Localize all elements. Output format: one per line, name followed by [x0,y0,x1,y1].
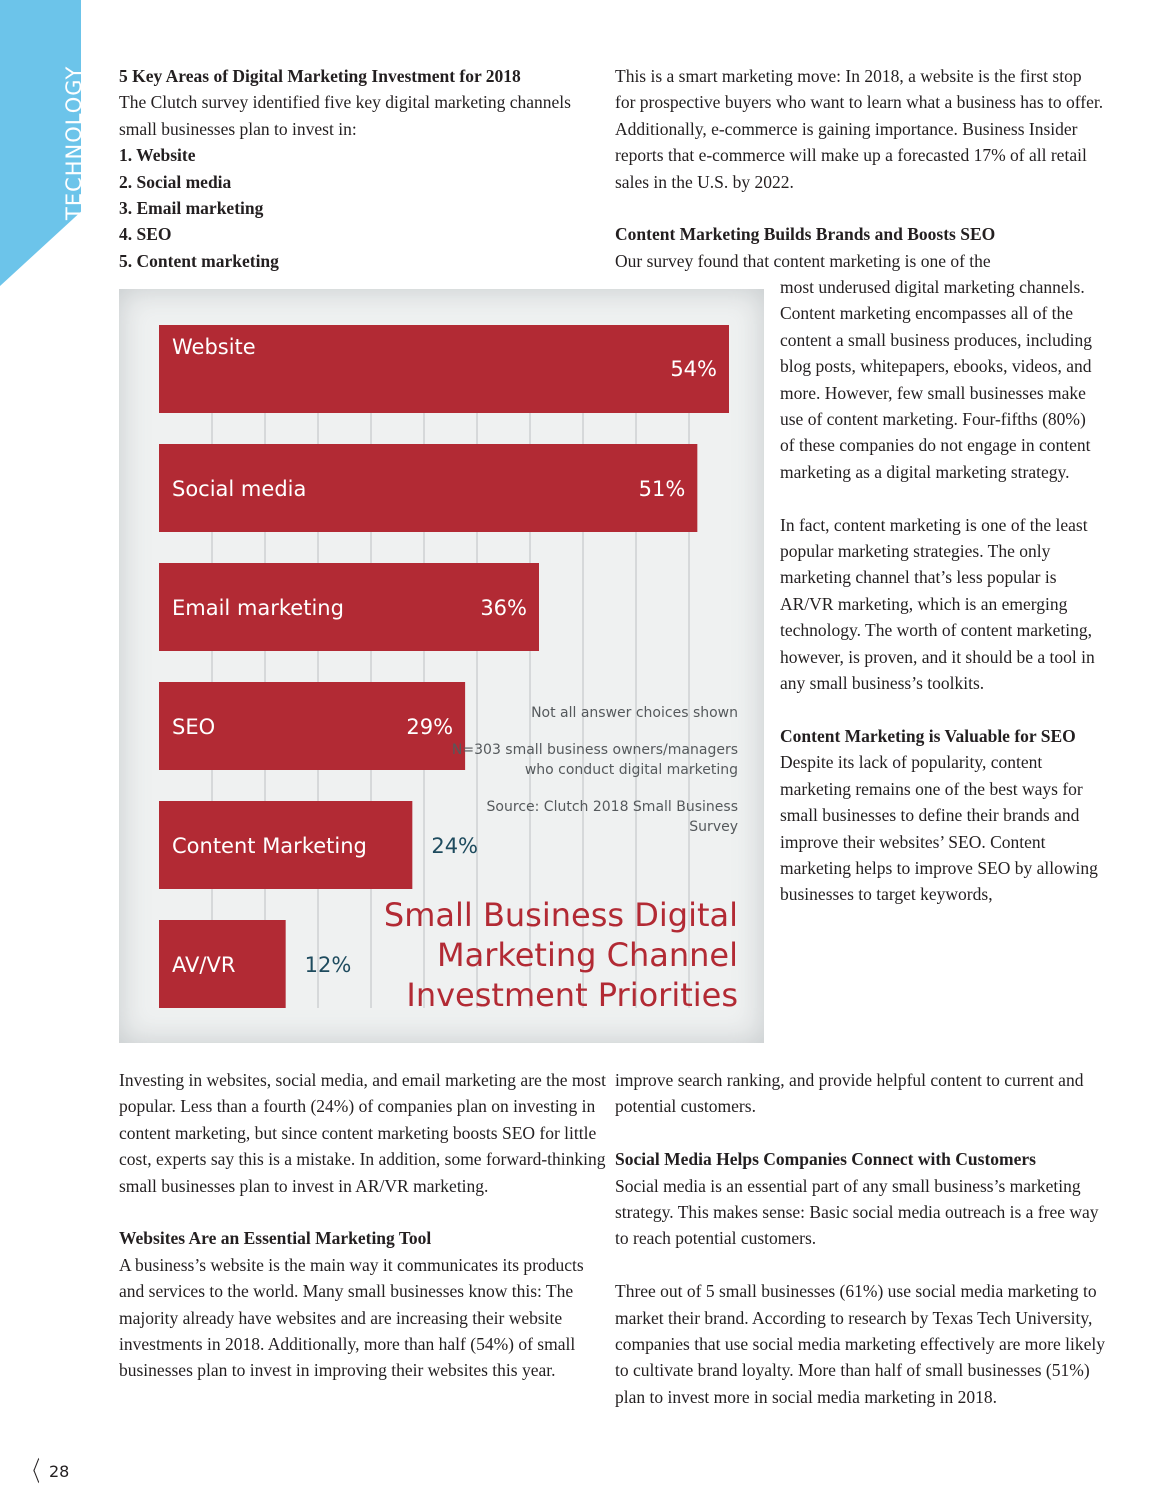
three-out-of-five-paragraph: Three out of 5 small businesses (61%) us… [615,1281,1105,1407]
underused-paragraph: most underused digital marketing channel… [780,277,1093,482]
list-item: 1. Website [119,145,196,166]
seo-value-paragraph: Despite its lack of popularity, content … [780,752,1098,905]
chart-note: Not all answer choices shown [531,705,738,721]
social-media-heading: Social Media Helps Companies Connect wit… [615,1149,1036,1170]
chart-category-label: AV/VR [172,953,235,977]
left-column-bottom: Investing in websites, social media, and… [119,1067,609,1384]
list-item: 4. SEO [119,224,172,245]
chart-bar [159,920,286,1008]
investing-paragraph: Investing in websites, social media, and… [119,1070,606,1196]
chart-note: N=303 small business owners/managers who… [451,741,738,779]
right-column-bottom: improve search ranking, and provide help… [615,1067,1105,1410]
chart-category-label: Email marketing [172,596,344,620]
investment-priorities-chart: Website 54% Social media 51% Email marketing… [119,289,764,1043]
seo-value-heading: Content Marketing is Valuable for SEO [780,725,1076,746]
right-column-wrap: most underused digital marketing channel… [780,274,1098,908]
chart-value-label: 29% [406,715,453,739]
chart-value-label: 36% [480,596,527,620]
chart-value-label: 24% [431,834,478,858]
chart-category-label: Website [172,335,256,359]
chart-bar [159,325,729,413]
chart-category-label: SEO [172,715,215,739]
chart-notes: Not all answer choices shown N=303 small… [438,703,738,854]
content-marketing-heading: Content Marketing Builds Brands and Boos… [615,224,996,245]
section-tab-label: TECHNOLOGY [62,65,86,220]
websites-paragraph: A business’s website is the main way it … [119,1254,584,1381]
list-item: 2. Social media [119,171,232,192]
key-areas-intro: The Clutch survey identified five key di… [119,92,571,139]
chart-bar [159,563,539,651]
least-popular-paragraph: In fact, content marketing is one of the… [780,514,1095,694]
chart-plot: Website 54% Social media 51% Email marketing… [159,325,729,1008]
chart-category-label: Social media [172,477,306,501]
chart-title: Small Business Digital Marketing Channel… [383,896,738,1014]
chart-bar [159,801,413,889]
list-item: 5. Content marketing [119,250,279,271]
list-item: 3. Email marketing [119,198,264,219]
search-ranking-paragraph: improve search ranking, and provide help… [615,1070,1084,1117]
chart-value-label: 54% [670,357,717,381]
chart-category-label: Content Marketing [172,834,367,858]
chart-bar [159,444,698,532]
social-media-paragraph: Social media is an essential part of any… [615,1175,1099,1249]
chevron-left-icon [33,1457,44,1484]
right-column-top: This is a smart marketing move: In 2018,… [615,63,1105,274]
chart-bar [159,682,466,770]
smart-move-paragraph: This is a smart marketing move: In 2018,… [615,66,1104,192]
left-column-top: 5 Key Areas of Digital Marketing Investm… [119,63,589,274]
chart-gridlines [211,325,690,1008]
page-number: 28 [33,1457,70,1484]
chart-value-label: 12% [305,953,352,977]
chart-value-label: 51% [639,477,686,501]
chart-note: Source: Clutch 2018 Small Business Surve… [486,798,738,836]
page-number-text: 28 [49,1462,70,1481]
websites-heading: Websites Are an Essential Marketing Tool [119,1228,432,1249]
key-areas-heading: 5 Key Areas of Digital Marketing Investm… [119,66,521,86]
content-marketing-lead: Our survey found that content marketing … [615,250,991,271]
